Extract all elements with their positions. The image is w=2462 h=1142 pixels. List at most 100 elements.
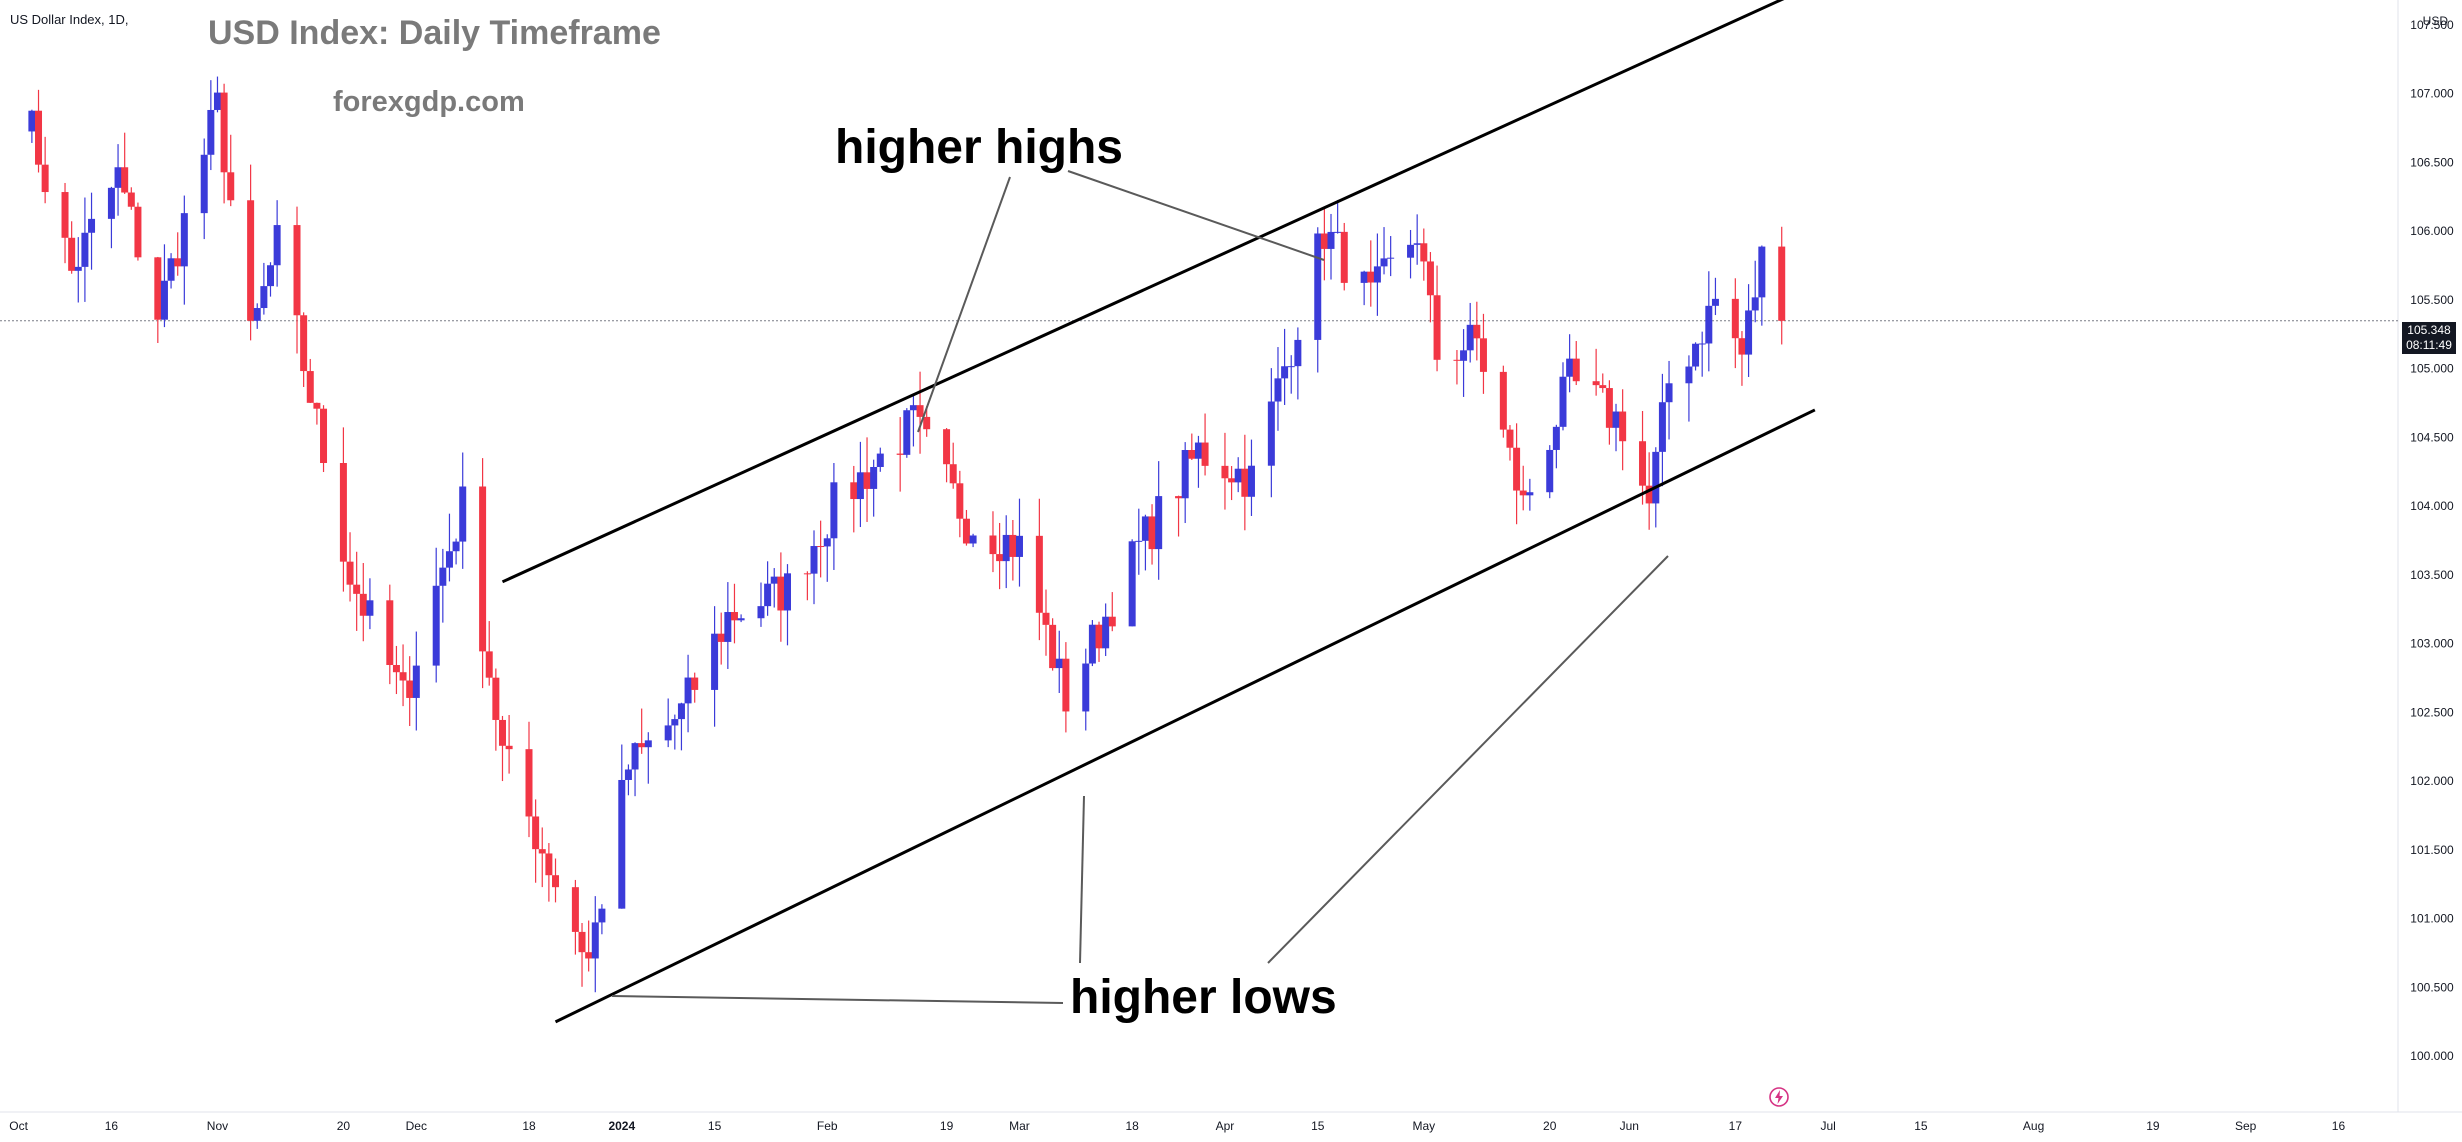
candle-body [1327,231,1335,249]
candle-body [711,633,719,690]
lightning-bolt-icon[interactable] [1768,1086,1790,1108]
candle-body [1148,516,1156,550]
candle-body [134,206,142,258]
candle-body [346,561,354,585]
candle-body [439,567,447,586]
candle-body [127,192,135,207]
candle-body [498,719,506,746]
candle-body [366,600,374,616]
candle-body [1572,358,1580,382]
candle-body [452,541,460,552]
candle-body [35,110,43,165]
candle-body [68,237,76,271]
candle-body [823,538,831,547]
higher-lows-pointer [1267,555,1669,964]
x-tick-label: 15 [1311,1119,1325,1133]
candle-body [107,187,115,219]
y-tick-label: 106.500 [2410,155,2454,169]
candle-body [399,672,407,681]
candle-body [1453,359,1461,361]
candle-body [1247,465,1255,497]
candle-body [1188,450,1196,459]
candle-body [1619,411,1627,442]
candle-body [306,371,314,403]
y-tick-label: 102.500 [2410,705,2454,719]
candle-body [459,486,467,542]
candle-body [1228,478,1236,483]
y-tick-label: 102.000 [2410,774,2454,788]
candle-body [492,677,500,720]
candle-body [1049,624,1057,669]
candle-body [1015,535,1023,557]
candle-body [624,769,632,780]
candle-body [1738,338,1746,355]
x-tick-label: 20 [1543,1119,1557,1133]
candle-body [949,464,957,484]
candle-body [300,315,308,372]
candle-body [253,308,261,321]
candle-body [962,518,970,544]
candle-body [757,606,765,619]
candle-body [525,749,533,817]
x-tick-label: Mar [1009,1119,1030,1133]
candle-body [1181,450,1189,499]
candle-body [1082,663,1090,712]
candle-body [1705,305,1713,344]
candle-body [386,600,394,666]
chart-title: USD Index: Daily Timeframe [208,14,661,52]
y-tick-label: 103.500 [2410,568,2454,582]
candle-body [160,280,168,320]
y-tick-label: 104.500 [2410,430,2454,444]
candle-body [1745,310,1753,355]
candle-body [220,92,228,173]
candle-body [943,429,951,465]
candle-body [777,576,785,611]
candle-body [1320,233,1328,249]
y-tick-label: 105.500 [2410,293,2454,307]
higher-highs-pointer [1067,170,1325,261]
candle-body [664,725,672,741]
candle-body [114,167,122,188]
candle-body [737,618,745,621]
candle-body [856,472,864,500]
candle-body [1088,624,1096,664]
candle-body [174,258,182,267]
x-tick-label: Sep [2235,1119,2257,1133]
candle-body [1758,246,1766,298]
candle-body [1473,324,1481,339]
candle-body [578,931,586,953]
candle-body [28,110,36,132]
candle-body [313,402,321,409]
x-tick-label: 16 [2332,1119,2346,1133]
higher-highs-pointer [917,176,1011,433]
candle-body [677,703,685,720]
last-price-badge: 105.348 08:11:49 [2402,322,2456,354]
candle-body [1009,534,1017,557]
candle-body [730,612,738,621]
candle-body [571,887,579,932]
candle-body [1234,468,1242,483]
candle-body [598,908,606,923]
candle-body [591,922,599,959]
candle-body [1380,258,1388,267]
candle-body [1135,540,1143,542]
candle-body [1334,231,1342,233]
candle-body [903,410,911,455]
candle-body [671,719,679,726]
candle-body [1128,541,1136,627]
candle-body [764,583,772,607]
candle-body [956,483,964,519]
candle-body [916,405,924,417]
candle-body [1645,485,1653,504]
candle-body [830,482,838,539]
candle-body [1658,402,1666,452]
candle-body [445,551,453,568]
candle-body [1314,233,1322,340]
y-tick-label: 106.000 [2410,224,2454,238]
watermark: forexgdp.com [333,86,525,118]
currency-label[interactable]: USD [2422,14,2448,28]
candle-body [532,816,540,850]
candle-body [644,740,652,748]
